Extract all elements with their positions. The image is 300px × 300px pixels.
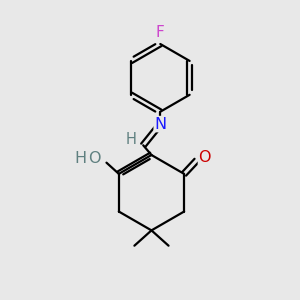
Text: F: F (156, 25, 165, 40)
Text: O: O (88, 151, 100, 166)
Text: H: H (125, 133, 136, 148)
Text: N: N (154, 117, 167, 132)
Text: H: H (75, 151, 87, 166)
Text: O: O (199, 150, 211, 165)
